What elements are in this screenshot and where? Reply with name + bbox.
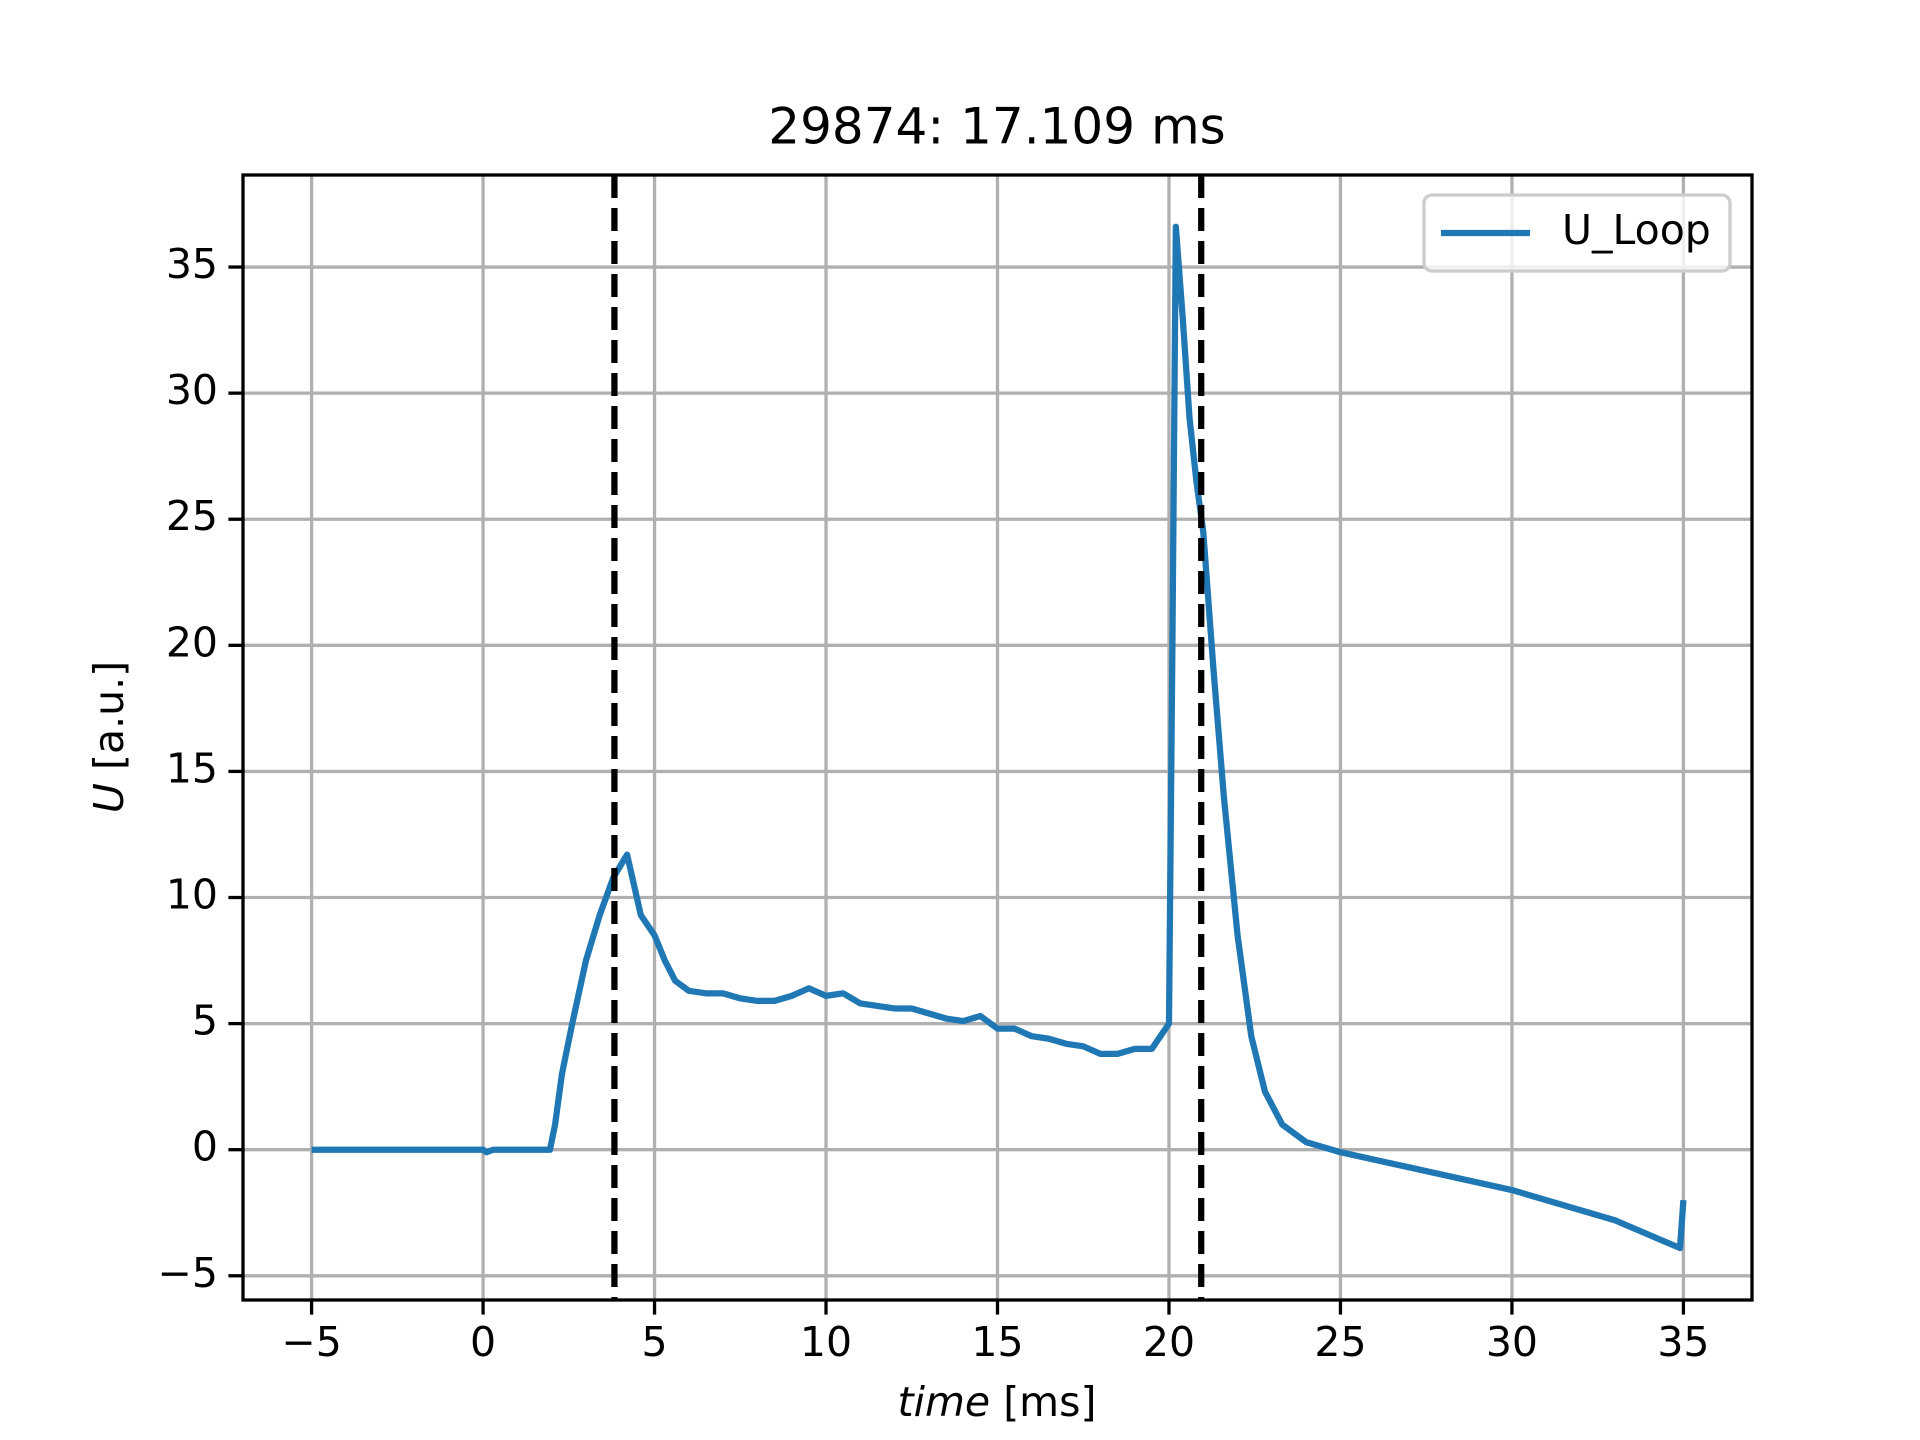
x-tick-label: 30	[1486, 1318, 1538, 1366]
y-label-symbol: U	[85, 783, 133, 813]
y-tick-label: 10	[166, 871, 218, 919]
y-tick-label: 20	[166, 618, 218, 666]
y-tick-label: 35	[166, 240, 218, 288]
y-tick-label: 5	[192, 997, 218, 1045]
legend-label: U_Loop	[1562, 206, 1711, 254]
chart-title: 29874: 17.109 ms	[768, 98, 1225, 156]
plot-frame	[241, 173, 1754, 1302]
x-tick-label: 0	[470, 1318, 496, 1366]
data-line	[311, 223, 1687, 1252]
y-label-unit: [a.u.]	[85, 661, 133, 770]
x-axis-label: time [ms]	[898, 1378, 1097, 1426]
x-tick-label: 5	[641, 1318, 667, 1366]
y-tick-label: 30	[166, 366, 218, 414]
x-tick-label: 15	[971, 1318, 1023, 1366]
x-tick-label: 10	[800, 1318, 852, 1366]
x-tick-label: 35	[1657, 1318, 1709, 1366]
y-tick-label: −5	[158, 1249, 218, 1297]
y-axis-label: U [a.u.]	[85, 661, 133, 813]
y-tick-label: 15	[166, 744, 218, 792]
y-tick-label: 25	[166, 492, 218, 540]
x-tick-label: 20	[1143, 1318, 1195, 1366]
legend-box	[1422, 193, 1732, 273]
x-tick-label: −5	[281, 1318, 341, 1366]
x-label-unit: [ms]	[1003, 1378, 1096, 1426]
y-tick-label: 0	[192, 1123, 218, 1171]
x-label-symbol: time	[898, 1378, 991, 1426]
x-tick-label: 25	[1314, 1318, 1366, 1366]
